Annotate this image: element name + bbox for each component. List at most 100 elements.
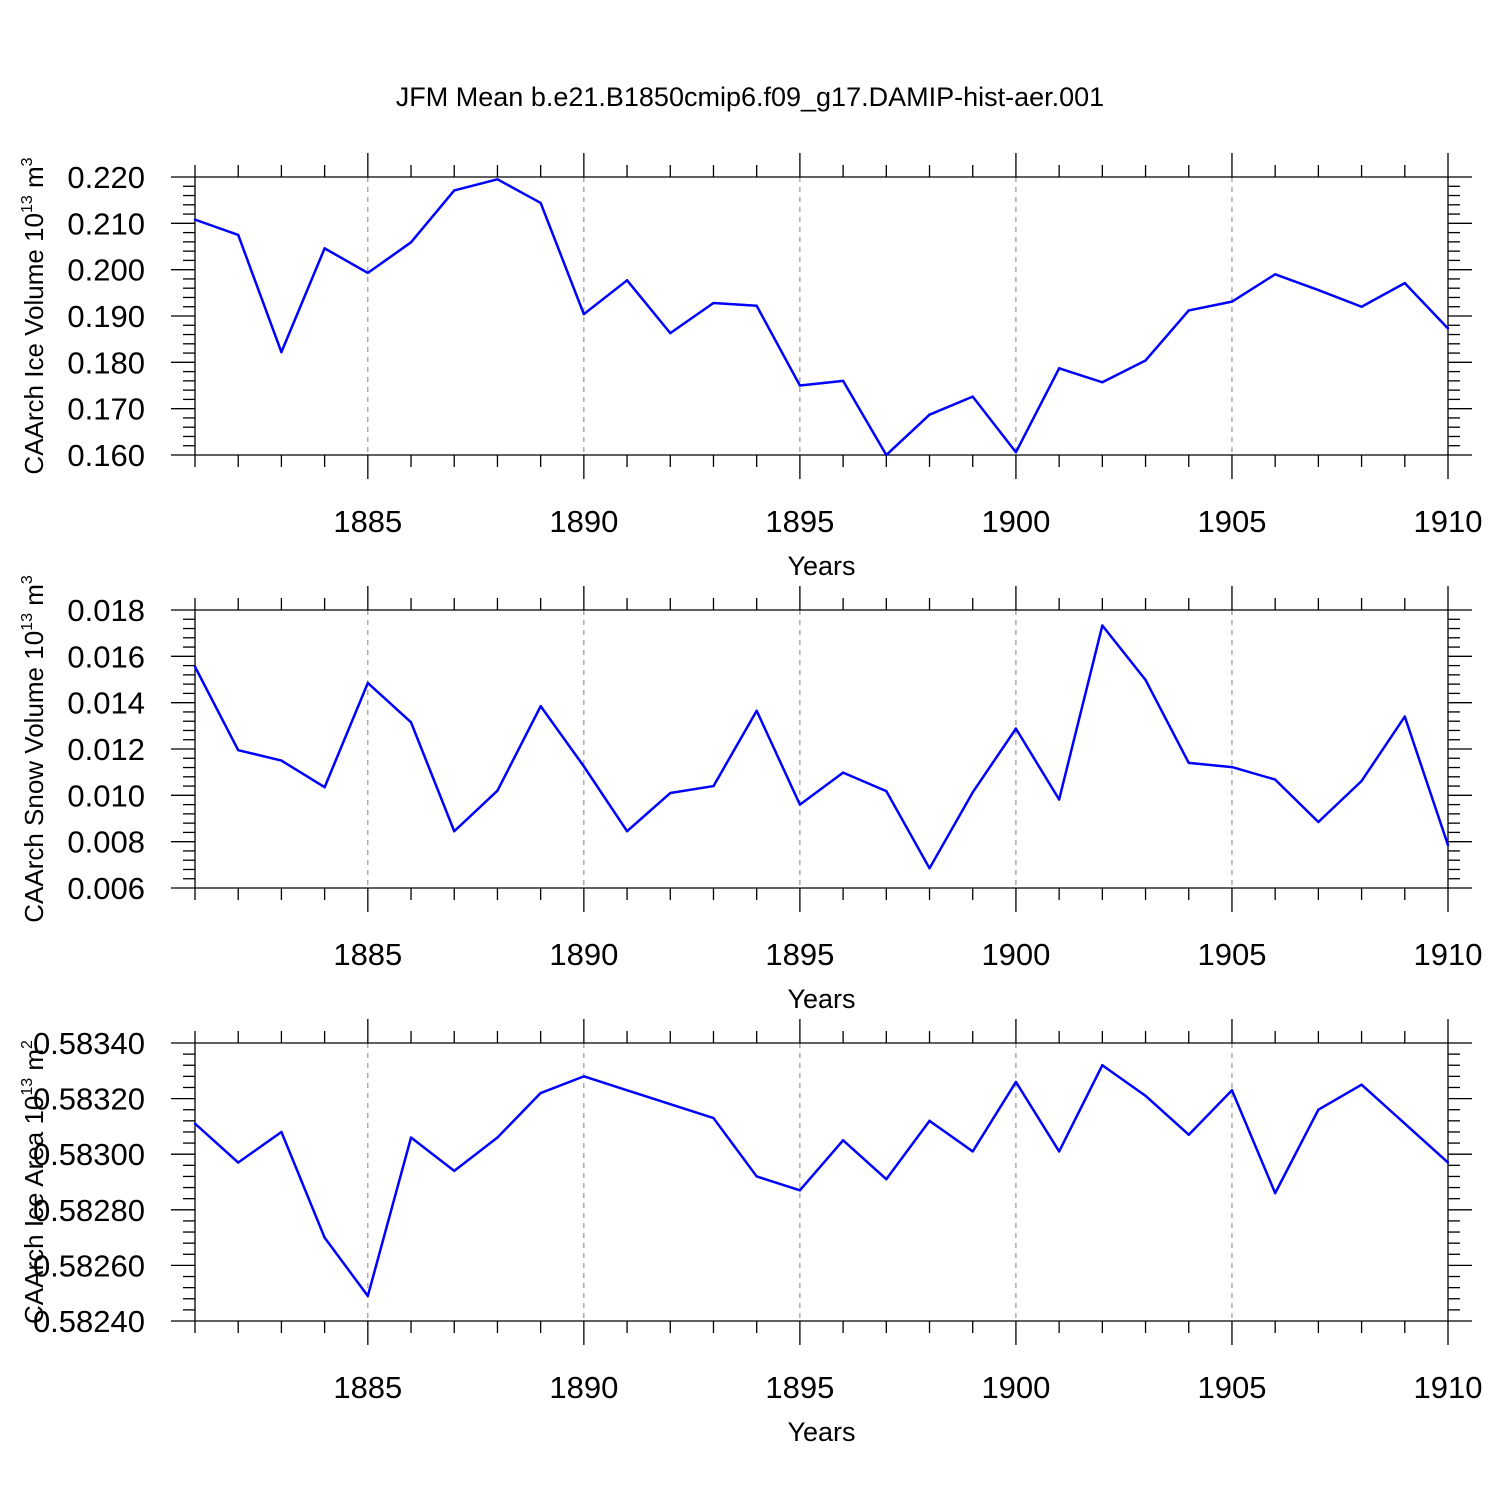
y-tick-label: 0.220: [67, 160, 145, 195]
y-axis-label: CAArch Ice Area 1013 m2: [19, 1040, 49, 1324]
data-point: [971, 1150, 974, 1153]
data-point: [1230, 765, 1234, 769]
y-axis-label-unit: m: [19, 1049, 49, 1078]
data-point: [1101, 381, 1104, 384]
x-tick-label: 1910: [1414, 1370, 1483, 1405]
data-point: [1446, 327, 1450, 330]
y-tick-label: 0.190: [67, 299, 145, 334]
data-point: [409, 241, 413, 244]
data-point: [409, 721, 413, 724]
y-axis-label-text: CAArch Ice Area 10: [19, 1096, 49, 1324]
data-point: [1403, 715, 1406, 718]
data-point: [928, 867, 931, 870]
data-point: [193, 1122, 197, 1125]
y-tick-label: 0.016: [67, 639, 145, 674]
y-axis-label-text: CAArch Snow Volume 10: [19, 631, 49, 923]
y-axis-label-unit-exponent: 3: [19, 157, 36, 166]
x-tick-label: 1885: [333, 1370, 402, 1405]
data-point: [193, 665, 197, 668]
x-tick-label: 1910: [1414, 937, 1483, 972]
data-point: [193, 218, 197, 221]
y-tick-label: 0.58280: [33, 1193, 145, 1228]
data-point: [496, 789, 499, 792]
y-axis-label-exponent: 13: [19, 195, 36, 213]
data-point: [841, 379, 845, 383]
y-tick-label: 0.200: [67, 253, 145, 288]
y-axis-label-unit-exponent: 2: [19, 1040, 36, 1049]
data-point: [798, 1189, 802, 1192]
data-point: [1360, 779, 1363, 783]
data-point: [582, 1075, 586, 1078]
y-tick-label: 0.58240: [33, 1304, 145, 1339]
x-tick-label: 1895: [765, 1370, 834, 1405]
data-point: [669, 791, 672, 795]
data-point: [841, 771, 845, 774]
data-point: [755, 1175, 758, 1178]
data-point: [539, 704, 542, 708]
data-point: [1057, 1150, 1061, 1153]
data-point: [1230, 1089, 1234, 1092]
x-tick-label: 1890: [549, 937, 618, 972]
data-point: [582, 765, 586, 768]
data-point: [1101, 1064, 1104, 1067]
data-point: [1101, 624, 1104, 627]
data-point: [928, 1119, 931, 1123]
figure-title: JFM Mean b.e21.B1850cmip6.f09_g17.DAMIP-…: [396, 82, 1104, 112]
y-tick-label: 0.160: [67, 438, 145, 473]
data-point: [1230, 300, 1234, 303]
y-axis-label-unit: m: [19, 584, 49, 613]
data-point: [323, 1236, 326, 1239]
data-point: [1144, 678, 1147, 682]
y-tick-label: 0.012: [67, 732, 145, 767]
data-point: [453, 1169, 456, 1173]
data-point: [1187, 309, 1190, 312]
data-point: [582, 312, 586, 316]
data-point: [625, 830, 629, 833]
x-tick-label: 1910: [1414, 504, 1483, 539]
series-line-ice-volume: [194, 178, 1449, 457]
data-point: [712, 1116, 715, 1120]
data-point: [323, 247, 326, 250]
data-point: [323, 786, 326, 789]
data-point: [971, 791, 974, 794]
x-axis-label: Years: [787, 1417, 855, 1447]
data-point: [1273, 273, 1277, 276]
data-point: [1014, 451, 1018, 454]
y-tick-label: 0.006: [67, 871, 145, 906]
x-tick-label: 1885: [333, 937, 402, 972]
data-point: [1014, 727, 1018, 730]
y-tick-label: 0.170: [67, 392, 145, 427]
y-axis-label-exponent: 13: [19, 1078, 36, 1096]
data-point: [366, 681, 370, 685]
data-point: [669, 331, 672, 335]
data-point: [1144, 359, 1147, 362]
data-point: [755, 304, 758, 308]
data-point: [366, 1294, 370, 1298]
x-axis-label: Years: [787, 984, 855, 1014]
series-line-snow-volume: [193, 624, 1450, 870]
x-tick-label: 1905: [1197, 937, 1266, 972]
panels: 1885 1890 1895 1900 1905 1910 Years 0.160 0.170 0…: [19, 153, 1482, 1447]
data-point: [885, 453, 888, 457]
x-tick-label: 1900: [981, 1370, 1050, 1405]
x-tick-label: 1895: [765, 504, 834, 539]
data-point: [712, 301, 715, 305]
panel-snow-volume: 1885 1890 1895 1900 1905 1910 Years 0.006 0.008 0…: [19, 575, 1482, 1014]
data-point: [453, 830, 456, 833]
x-tick-label: 1890: [549, 1370, 618, 1405]
y-tick-label: 0.008: [67, 825, 145, 860]
x-tick-label: 1900: [981, 937, 1050, 972]
data-point: [1446, 1161, 1450, 1164]
y-tick-label: 0.010: [67, 778, 145, 813]
data-point: [453, 189, 456, 192]
data-point: [1273, 1191, 1277, 1195]
data-point: [712, 784, 715, 788]
data-point: [1403, 281, 1406, 285]
y-tick-label: 0.58340: [33, 1026, 145, 1061]
data-point: [1273, 778, 1277, 781]
data-point: [539, 201, 542, 205]
data-point: [841, 1139, 845, 1142]
y-axis-label-text: CAArch Ice Volume 10: [19, 213, 49, 475]
y-tick-label: 0.018: [67, 593, 145, 628]
